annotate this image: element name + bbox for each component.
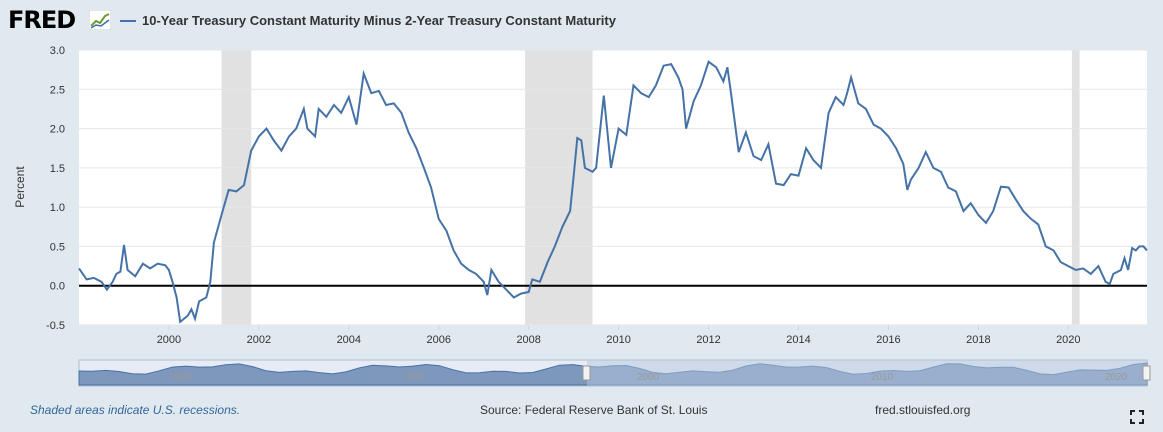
recession-bands	[221, 50, 1080, 325]
fred-graph-icon	[89, 10, 111, 30]
line-chart: 3.02.52.01.51.00.50.0-0.5 2000 2002 2004 20…	[13, 45, 1151, 387]
x-tick-label: 2006	[427, 334, 451, 346]
legend-series-label[interactable]: 10-Year Treasury Constant Maturity Minus…	[142, 13, 616, 28]
x-tick-label: 2004	[337, 334, 361, 346]
navigator-handle-left[interactable]	[582, 365, 591, 381]
fred-logo[interactable]: FRED	[8, 6, 76, 34]
x-tick-label: 2018	[966, 334, 990, 346]
navigator-label: 1980	[169, 372, 192, 383]
navigator-label: 2010	[871, 372, 894, 383]
recession-band	[525, 50, 593, 325]
x-tick-label: 2010	[606, 334, 630, 346]
y-tick-label: 0.0	[50, 281, 65, 293]
navigator-labels: 1980 1990 2000 2010 2020	[169, 372, 1128, 383]
y-tick-label: 1.0	[50, 202, 65, 214]
navigator[interactable]: 1980 1990 2000 2010 2020	[78, 359, 1151, 387]
x-axis-ticks: 2000 2002 2004 2006 2008 2010 2012 2014 2016 2018…	[157, 325, 1081, 346]
y-tick-label: 1.5	[50, 163, 65, 175]
x-tick-label: 2000	[157, 334, 181, 346]
y-tick-label: 2.0	[50, 124, 65, 136]
navigator-label: 1990	[403, 372, 426, 383]
x-tick-label: 2014	[786, 334, 810, 346]
y-axis-ticks: 3.0 2.5 2.0 1.5 1.0 0.5 0.0 -0.5	[46, 45, 65, 332]
series-line[interactable]	[78, 60, 1148, 324]
site-link[interactable]: fred.stlouisfed.org	[875, 403, 971, 417]
x-tick-label: 2002	[247, 334, 271, 346]
y-tick-label: -0.5	[46, 320, 65, 332]
recessions-note: Shaded areas indicate U.S. recessions.	[30, 403, 241, 417]
plot-background	[79, 50, 1147, 325]
y-tick-label: 0.5	[50, 241, 65, 253]
x-tick-label: 2016	[876, 334, 900, 346]
x-tick-label: 2012	[696, 334, 720, 346]
y-tick-label: 3.0	[50, 45, 65, 57]
x-tick-label: 2020	[1056, 334, 1080, 346]
fullscreen-icon[interactable]	[1130, 410, 1144, 424]
navigator-selection[interactable]	[587, 360, 1147, 386]
recession-band	[1071, 50, 1080, 325]
navigator-handle-right[interactable]	[1142, 365, 1151, 381]
x-tick-label: 2008	[516, 334, 540, 346]
y-axis-label: Percent	[13, 166, 27, 208]
legend-series-swatch	[120, 20, 136, 22]
source-note: Source: Federal Reserve Bank of St. Loui…	[480, 403, 708, 417]
recession-band	[221, 50, 252, 325]
navigator-label: 2000	[637, 372, 660, 383]
navigator-label: 2020	[1105, 372, 1128, 383]
y-tick-label: 2.5	[50, 84, 65, 96]
chart-header: FRED 10-Year Treasury Constant Maturity …	[0, 0, 1163, 40]
